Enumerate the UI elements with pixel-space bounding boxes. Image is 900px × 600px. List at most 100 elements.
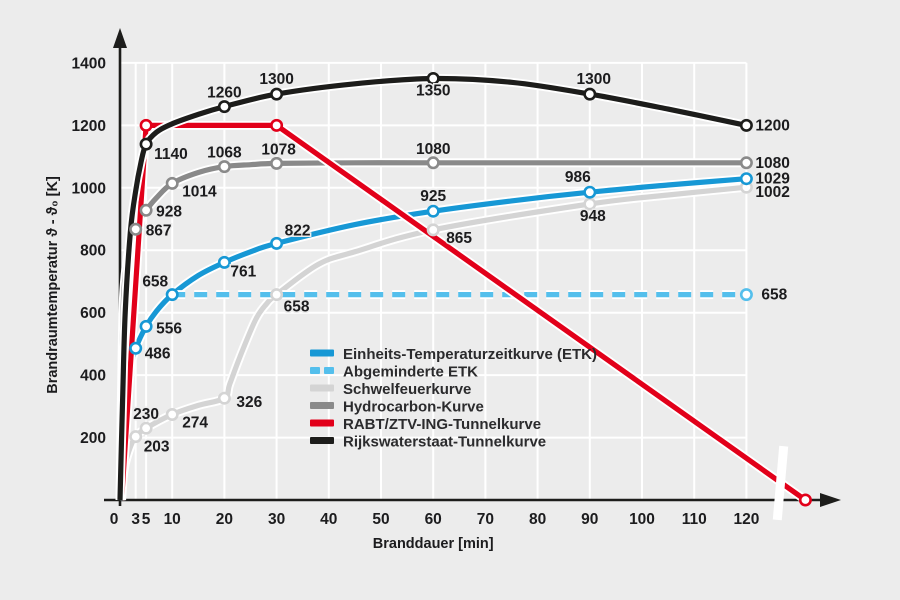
data-point-marker <box>129 430 143 444</box>
legend-swatch-dash-icon <box>310 367 320 374</box>
data-point-marker <box>739 118 753 132</box>
data-point-label: 658 <box>142 274 168 291</box>
data-point-marker <box>217 160 231 174</box>
legend-item-label: Hydrocarbon-Kurve <box>343 399 484 416</box>
data-point-label: 925 <box>420 188 446 205</box>
data-point-marker <box>426 72 440 86</box>
y-axis-arrow-icon <box>113 28 127 48</box>
data-point-label: 986 <box>565 169 591 186</box>
data-point-label: 1080 <box>755 155 789 172</box>
axis-break-mark <box>772 445 789 521</box>
y-tick-label: 800 <box>80 243 106 260</box>
y-axis-title: Brandraumtemperatur ϑ - ϑ₀ [K] <box>45 176 61 394</box>
legend: Einheits-Temperaturzeitkurve (ETK)Abgemi… <box>310 346 597 451</box>
x-axis-title: Branddauer [min] <box>373 536 494 552</box>
data-point-marker <box>139 319 153 333</box>
legend-item-label: Rijkswaterstaat-Tunnelkurve <box>343 434 546 451</box>
data-point-marker <box>217 391 231 405</box>
tick-labels: 0 3 5 10 20 30 40 50 60 70 80 90 100 110 120 200 400 600 8… <box>72 55 760 528</box>
legend-swatch-icon <box>310 437 334 444</box>
legend-item-abgeminderte-etk: Abgeminderte ETK <box>310 364 478 381</box>
y-tick-label: 1000 <box>72 180 106 197</box>
data-point-label: 556 <box>156 320 182 337</box>
x-tick-label: 120 <box>733 511 759 528</box>
data-point-label: 203 <box>144 439 170 456</box>
data-point-marker <box>426 204 440 218</box>
data-point-marker <box>129 341 143 355</box>
y-tick-label: 1200 <box>72 118 106 135</box>
data-point-label: 1080 <box>416 141 450 158</box>
x-tick-label: 10 <box>164 511 181 528</box>
legend-swatch-dash-icon <box>324 367 334 374</box>
data-point-label: 274 <box>182 415 208 432</box>
data-point-marker <box>270 118 284 132</box>
data-point-label: 1068 <box>207 145 242 162</box>
series-rijkswaterstaat-line <box>117 75 747 501</box>
data-point-label: 1300 <box>259 71 293 88</box>
data-point-label: 1300 <box>577 71 611 88</box>
data-point-label: 486 <box>145 345 171 362</box>
y-tick-label: 400 <box>80 368 106 385</box>
data-point-marker <box>139 203 153 217</box>
data-point-markers <box>129 72 812 507</box>
series-schwelfeuer-line <box>117 184 747 501</box>
x-tick-label: 50 <box>372 511 389 528</box>
legend-item-label: Abgeminderte ETK <box>343 364 478 381</box>
y-tick-label: 600 <box>80 305 106 322</box>
x-tick-label: 20 <box>216 511 233 528</box>
data-point-marker <box>165 176 179 190</box>
legend-item-etk: Einheits-Temperaturzeitkurve (ETK) <box>310 346 597 363</box>
data-point-label: 326 <box>236 394 262 411</box>
curves <box>115 73 809 504</box>
data-point-marker <box>270 87 284 101</box>
data-point-label: 1140 <box>154 146 188 163</box>
data-point-marker <box>583 87 597 101</box>
x-tick-label: 0 <box>110 511 119 528</box>
data-point-marker <box>139 137 153 151</box>
data-point-marker <box>139 421 153 435</box>
legend-item-schwelfeuer: Schwelfeuerkurve <box>310 381 471 398</box>
x-tick-label: 70 <box>477 511 494 528</box>
data-point-label: 928 <box>156 203 182 220</box>
data-point-marker <box>739 156 753 170</box>
x-axis-arrow-icon <box>820 493 841 507</box>
data-point-label: 1078 <box>261 141 296 158</box>
x-tick-label: 100 <box>629 511 655 528</box>
data-point-marker <box>583 197 597 211</box>
data-point-label: 658 <box>284 299 310 316</box>
x-tick-label: 30 <box>268 511 285 528</box>
series-rabt-line <box>119 122 807 503</box>
legend-swatch-icon <box>310 349 334 357</box>
data-point-marker <box>270 236 284 250</box>
x-tick-label: 80 <box>529 511 546 528</box>
legend-item-rijkswaterstaat: Rijkswaterstaat-Tunnelkurve <box>310 434 546 451</box>
x-tick-label: 90 <box>581 511 598 528</box>
data-point-label: 867 <box>146 222 172 239</box>
data-point-marker <box>139 118 153 132</box>
legend-item-label: Einheits-Temperaturzeitkurve (ETK) <box>343 346 597 363</box>
data-point-label: 1002 <box>755 184 789 201</box>
data-point-label: 658 <box>761 287 787 304</box>
data-point-label: 1260 <box>207 85 241 102</box>
data-point-marker <box>217 100 231 114</box>
x-tick-label: 40 <box>320 511 337 528</box>
x-tick-label: 110 <box>682 511 707 528</box>
data-point-marker <box>129 222 143 236</box>
data-point-marker <box>165 407 179 421</box>
legend-item-label: Schwelfeuerkurve <box>343 381 471 398</box>
y-tick-label: 200 <box>80 430 106 447</box>
legend-item-hydrocarbon: Hydrocarbon-Kurve <box>310 399 484 416</box>
data-point-marker <box>739 172 753 186</box>
x-tick-label: 3 <box>131 511 140 528</box>
data-point-marker <box>270 156 284 170</box>
x-tick-label: 60 <box>425 511 442 528</box>
data-point-marker <box>426 223 440 237</box>
data-point-marker <box>165 288 179 302</box>
data-point-label: 1014 <box>182 183 217 200</box>
data-point-label: 1200 <box>755 117 789 134</box>
data-point-marker <box>798 493 812 507</box>
y-tick-label: 1400 <box>72 55 106 72</box>
